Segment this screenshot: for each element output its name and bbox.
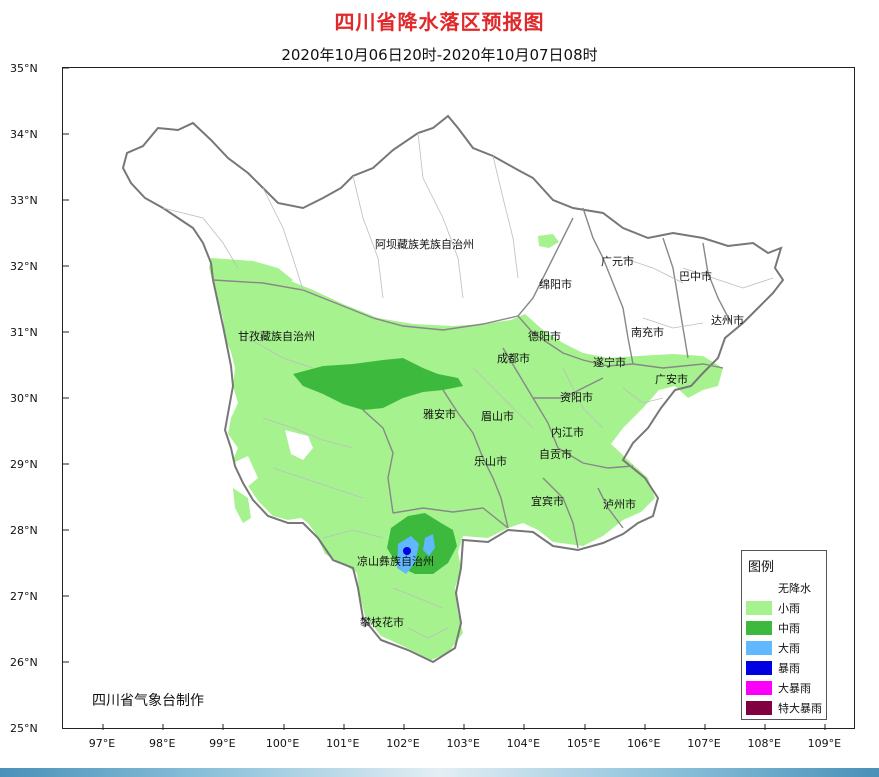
legend-label: 大暴雨 xyxy=(778,682,811,695)
legend-swatch xyxy=(746,601,772,615)
legend-swatch xyxy=(746,661,772,675)
light-rain-area xyxy=(209,258,723,660)
latitude-label: 25°N xyxy=(10,722,38,735)
label-dazhou: 达州市 xyxy=(711,313,744,327)
legend-swatch xyxy=(746,681,772,695)
map-title: 四川省降水落区预报图 xyxy=(334,10,545,34)
latitude-label: 26°N xyxy=(10,656,38,669)
graticule-ticks xyxy=(63,67,826,730)
map-frame: 阿坝藏族羌族自治州 广元市 巴中市 绵阳市 甘孜藏族自治州 德阳市 南充市 达州… xyxy=(62,67,855,730)
longitude-label: 104°E xyxy=(506,737,541,750)
label-neijiang: 内江市 xyxy=(551,425,584,439)
label-ganzi: 甘孜藏族自治州 xyxy=(238,329,315,343)
longitude-label: 106°E xyxy=(627,737,661,750)
moderate-rain-band xyxy=(293,358,463,410)
label-guangan: 广安市 xyxy=(655,372,688,386)
legend-item-light-rain: 小雨 xyxy=(746,599,824,617)
longitude-label: 108°E xyxy=(747,737,781,750)
label-suining: 遂宁市 xyxy=(593,355,626,369)
label-mianyang: 绵阳市 xyxy=(539,277,572,291)
label-leshan: 乐山市 xyxy=(474,454,507,468)
latitude-label: 33°N xyxy=(10,194,38,207)
longitude-label: 109°E xyxy=(807,737,842,750)
heavy-rain-area xyxy=(423,534,435,556)
label-luzhou: 泸州市 xyxy=(603,497,636,511)
label-yibin: 宜宾市 xyxy=(531,494,564,508)
light-rain-patch-southwest xyxy=(233,488,251,523)
legend-item-extreme-rainstorm: 特大暴雨 xyxy=(746,699,824,717)
forecast-period: 2020年10月06日20时-2020年10月07日08时 xyxy=(281,46,598,64)
label-bazhong: 巴中市 xyxy=(679,269,712,283)
legend-item-moderate-rain: 中雨 xyxy=(746,619,824,637)
longitude-label: 103°E xyxy=(446,737,480,750)
issuer-credit: 四川省气象台制作 xyxy=(92,693,204,709)
latitude-label: 29°N xyxy=(10,458,38,471)
latitude-label: 34°N xyxy=(10,128,38,141)
bottom-decor-bar xyxy=(0,768,879,777)
legend-label: 中雨 xyxy=(778,622,800,635)
label-deyang: 德阳市 xyxy=(528,329,561,343)
label-nanchong: 南充市 xyxy=(631,325,664,339)
label-zigong: 自贡市 xyxy=(539,447,572,461)
longitude-label: 102°E xyxy=(386,737,420,750)
legend-title: 图例 xyxy=(748,560,775,575)
heavy-rain-area xyxy=(397,536,419,574)
legend-swatch xyxy=(746,621,772,635)
latitude-label: 35°N xyxy=(10,62,38,75)
legend-label: 大雨 xyxy=(778,642,800,655)
latitude-label: 27°N xyxy=(10,590,38,603)
longitude-label: 107°E xyxy=(687,737,721,750)
longitude-label: 97°E xyxy=(88,737,116,750)
legend: 图例 无降水 小雨 中雨 大雨 暴雨 大暴雨 特大暴雨 xyxy=(741,550,827,720)
longitude-label: 101°E xyxy=(326,737,360,750)
prefecture-boundaries xyxy=(212,207,732,549)
label-ziyang: 资阳市 xyxy=(560,390,593,404)
sichuan-precipitation-map: 阿坝藏族羌族自治州 广元市 巴中市 绵阳市 甘孜藏族自治州 德阳市 南充市 达州… xyxy=(63,67,826,730)
longitude-label: 99°E xyxy=(209,737,236,750)
label-aba: 阿坝藏族羌族自治州 xyxy=(375,237,474,251)
longitude-label: 105°E xyxy=(566,737,601,750)
legend-item-rainstorm: 暴雨 xyxy=(746,659,824,677)
rainstorm-spot xyxy=(403,547,411,555)
legend-label: 暴雨 xyxy=(778,662,800,675)
latitude-label: 28°N xyxy=(10,524,38,537)
county-boundaries xyxy=(162,132,774,639)
legend-swatch xyxy=(746,581,772,595)
longitude-label: 98°E xyxy=(148,737,176,750)
legend-swatch xyxy=(746,641,772,655)
label-chengdu: 成都市 xyxy=(497,351,530,365)
legend-swatch xyxy=(746,701,772,715)
legend-item-heavy-rain: 大雨 xyxy=(746,639,824,657)
latitude-label: 32°N xyxy=(10,260,38,273)
label-liangshan: 凉山彝族自治州 xyxy=(357,554,434,568)
legend-label: 小雨 xyxy=(778,602,800,615)
legend-item-heavy-rainstorm: 大暴雨 xyxy=(746,679,824,697)
label-meishan: 眉山市 xyxy=(481,409,514,423)
no-rain-gap xyxy=(285,430,313,460)
legend-label: 特大暴雨 xyxy=(778,702,822,715)
latitude-label: 30°N xyxy=(10,392,38,405)
label-guangyuan: 广元市 xyxy=(601,254,634,268)
legend-item-none: 无降水 xyxy=(746,579,824,597)
no-rain-gap xyxy=(233,456,258,488)
latitude-label: 31°N xyxy=(10,326,38,339)
light-rain-patch-north xyxy=(538,234,559,248)
label-panzhihua: 攀枝花市 xyxy=(360,615,404,629)
legend-label: 无降水 xyxy=(778,582,811,595)
longitude-label: 100°E xyxy=(265,737,300,750)
label-yaan: 雅安市 xyxy=(423,407,456,421)
region-labels: 阿坝藏族羌族自治州 广元市 巴中市 绵阳市 甘孜藏族自治州 德阳市 南充市 达州… xyxy=(238,237,744,629)
